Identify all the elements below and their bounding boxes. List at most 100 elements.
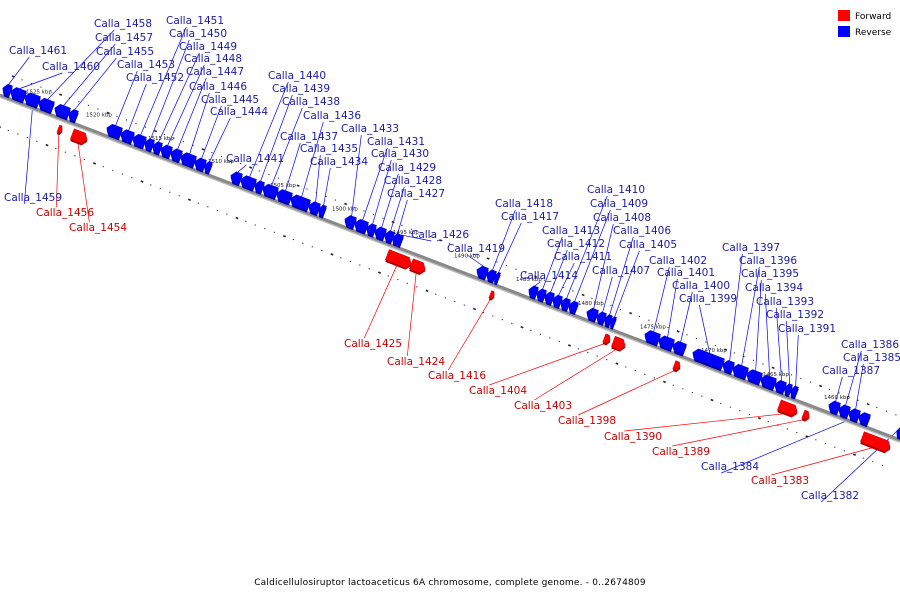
gene-arrow-calla-1440[interactable] bbox=[240, 175, 257, 190]
legend-forward-swatch bbox=[838, 10, 850, 21]
gene-arrow-calla-1431[interactable] bbox=[354, 219, 369, 233]
gene-label: Calla_1452 bbox=[126, 72, 184, 84]
gene-arrow-calla-1385[interactable] bbox=[848, 408, 861, 422]
gene-arrow-calla-1390[interactable] bbox=[777, 399, 798, 416]
gene-arrow-calla-1394[interactable] bbox=[760, 374, 777, 390]
gene-label: Calla_1456 bbox=[36, 207, 94, 219]
gene-arrow-calla-1395[interactable] bbox=[746, 369, 763, 384]
gene-arrow-calla-1456[interactable] bbox=[56, 124, 63, 134]
gene-arrow-calla-1453[interactable] bbox=[106, 123, 123, 139]
gene-arrow-calla-1404[interactable] bbox=[602, 333, 611, 344]
gene-arrow-calla-1398[interactable] bbox=[672, 360, 681, 371]
scale-dot-upper bbox=[154, 129, 158, 133]
gene-arrow-calla-1461[interactable] bbox=[2, 83, 13, 97]
gene-label: Calla_1416 bbox=[428, 370, 486, 382]
gene-arrow-calla-1448[interactable] bbox=[160, 144, 173, 158]
gene-arrow-calla-1389[interactable] bbox=[801, 409, 810, 420]
scale-dot-upper bbox=[771, 366, 775, 370]
gene-arrow-calla-1405[interactable] bbox=[610, 316, 617, 328]
gene-arrow-calla-1426[interactable] bbox=[397, 234, 404, 247]
gene-arrow-calla-1407[interactable] bbox=[596, 311, 607, 325]
gene-arrow-calla-1400[interactable] bbox=[672, 340, 687, 355]
gene-arrow-calla-1452[interactable] bbox=[120, 129, 135, 144]
gene-arrow-calla-1412[interactable] bbox=[544, 291, 555, 305]
gene-label: Calla_1449 bbox=[179, 41, 237, 53]
scale-dot-upper bbox=[724, 348, 728, 351]
gene-label: Calla_1424 bbox=[387, 356, 445, 368]
gene-arrow-calla-1430[interactable] bbox=[366, 223, 377, 236]
gene-arrow-calla-1433[interactable] bbox=[344, 215, 357, 229]
gene-arrow-calla-1391[interactable] bbox=[790, 385, 799, 398]
gene-arrow-calla-1383[interactable] bbox=[860, 431, 891, 452]
gene-arrow-calla-1436[interactable] bbox=[290, 194, 311, 211]
gene-label: Calla_1454 bbox=[69, 222, 127, 234]
gene-label: Calla_1444 bbox=[210, 106, 268, 118]
gene-arrow-calla-1402[interactable] bbox=[644, 330, 661, 345]
scale-dot-lower bbox=[567, 344, 572, 347]
gene-arrow-calla-1427[interactable] bbox=[392, 233, 401, 246]
gene-arrow-calla-1387[interactable] bbox=[828, 400, 841, 414]
gene-arrow-calla-1382[interactable] bbox=[896, 426, 900, 439]
gene-arrow-calla-1425[interactable] bbox=[385, 249, 412, 268]
gene-leader-line bbox=[63, 43, 116, 106]
gene-arrow-calla-1450[interactable] bbox=[144, 138, 155, 151]
gene-label: Calla_1434 bbox=[310, 156, 368, 168]
gene-arrow-calla-1447[interactable] bbox=[170, 148, 183, 162]
gene-label: Calla_1407 bbox=[592, 265, 650, 277]
gene-arrow-calla-1451[interactable] bbox=[132, 133, 147, 148]
gene-arrow-calla-1392[interactable] bbox=[784, 383, 793, 396]
gene-label: Calla_1445 bbox=[201, 94, 259, 106]
gene-arrow-calla-1396[interactable] bbox=[732, 363, 749, 379]
gene-arrow-calla-1445[interactable] bbox=[194, 157, 207, 171]
gene-arrow-calla-1409[interactable] bbox=[568, 300, 579, 314]
gene-arrow-calla-1414[interactable] bbox=[528, 285, 539, 299]
gene-arrow-calla-1460[interactable] bbox=[10, 87, 27, 102]
gene-arrow-calla-1399[interactable] bbox=[692, 348, 725, 370]
gene-arrow-calla-1424[interactable] bbox=[409, 258, 426, 274]
gene-arrow-calla-1434[interactable] bbox=[318, 204, 327, 217]
gene-arrow-calla-1419[interactable] bbox=[476, 265, 489, 279]
gene-leader-line bbox=[489, 342, 606, 386]
gene-arrow-calla-1439[interactable] bbox=[254, 180, 265, 194]
gene-label: Calla_1453 bbox=[117, 59, 175, 71]
gene-arrow-calla-1418[interactable] bbox=[486, 269, 497, 282]
gene-arrow-calla-1446[interactable] bbox=[180, 152, 197, 167]
gene-arrow-calla-1413[interactable] bbox=[536, 288, 547, 302]
gene-arrow-calla-1437[interactable] bbox=[276, 189, 293, 204]
gene-arrow-calla-1459[interactable] bbox=[24, 92, 41, 108]
gene-labels: Calla_1461 Calla_1460 Calla_1459 Calla_1458… bbox=[4, 15, 900, 502]
gene-arrow-calla-1417[interactable] bbox=[494, 271, 501, 284]
gene-arrow-calla-1408[interactable] bbox=[586, 307, 599, 322]
gene-label: Calla_1429 bbox=[378, 162, 436, 174]
gene-arrow-calla-1384[interactable] bbox=[858, 412, 871, 426]
gene-leader-line bbox=[680, 291, 693, 343]
gene-arrow-calla-1393[interactable] bbox=[774, 380, 787, 394]
gene-arrow-calla-1429[interactable] bbox=[374, 226, 387, 240]
gene-arrow-calla-1403[interactable] bbox=[611, 335, 626, 350]
gene-arrow-calla-1386[interactable] bbox=[838, 404, 851, 418]
gene-arrow-calla-1435[interactable] bbox=[308, 201, 321, 215]
gene-leader-line bbox=[401, 234, 432, 242]
gene-arrow-calla-1441[interactable] bbox=[230, 171, 243, 185]
gene-arrow-calla-1444[interactable] bbox=[204, 160, 213, 174]
scale-dot-lower bbox=[615, 362, 619, 365]
gene-arrow-calla-1397[interactable] bbox=[722, 360, 735, 374]
gene-label: Calla_1386 bbox=[841, 339, 899, 351]
scale-dot-lower bbox=[377, 271, 382, 274]
scale-dot-upper bbox=[11, 75, 15, 78]
gene-arrow-calla-1457[interactable] bbox=[54, 104, 71, 119]
gene-arrow-calla-1458[interactable] bbox=[38, 97, 55, 113]
gene-arrow-calla-1410[interactable] bbox=[560, 297, 571, 311]
gene-arrow-calla-1406[interactable] bbox=[604, 314, 613, 327]
gene-label: Calla_1411 bbox=[554, 251, 612, 263]
gene-arrow-calla-1411[interactable] bbox=[552, 294, 563, 308]
gene-arrow-calla-1428[interactable] bbox=[384, 230, 395, 243]
gene-arrow-calla-1401[interactable] bbox=[658, 335, 675, 351]
gene-arrow-calla-1449[interactable] bbox=[152, 141, 163, 154]
gene-arrow-calla-1416[interactable] bbox=[488, 290, 495, 299]
gene-arrow-calla-1454[interactable] bbox=[70, 128, 88, 144]
gene-leader-line bbox=[301, 121, 324, 197]
gene-arrow-calla-1455[interactable] bbox=[68, 109, 79, 122]
gene-arrow-calla-1438[interactable] bbox=[262, 183, 279, 199]
